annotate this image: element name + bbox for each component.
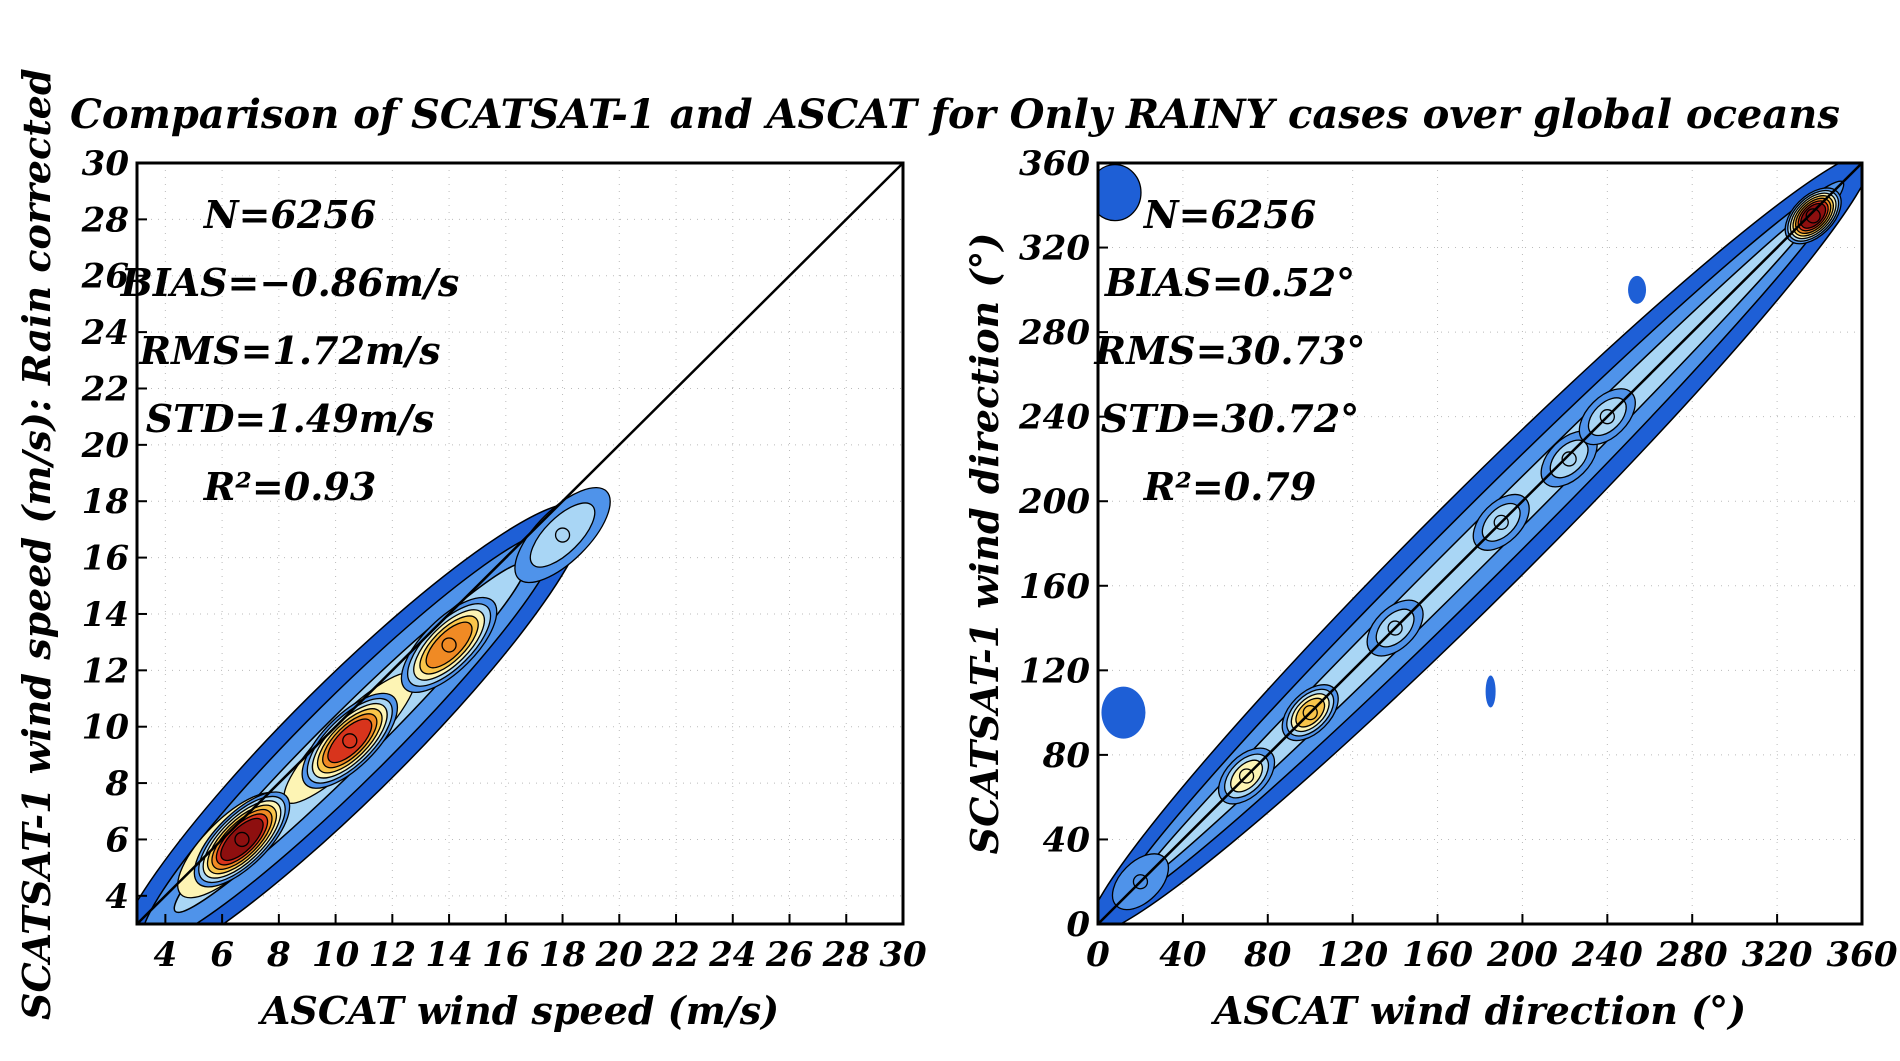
y-tick-label: 200: [1018, 482, 1090, 522]
density-peak-center: [1599, 409, 1615, 425]
density-peak-center: [1132, 874, 1149, 890]
stats-line: N=6256: [203, 192, 376, 237]
x-tick-label: 40: [1159, 935, 1207, 975]
panel-2: 0 40 80 120 160 200 240 280 320 360 0 40 80 120 160 200…: [962, 144, 1898, 1033]
x-tick-label: 200: [1486, 935, 1558, 975]
x-tick-label: 14: [425, 935, 472, 975]
y-tick-label: 30: [82, 144, 130, 184]
density-peak-center: [441, 637, 457, 653]
density-peak: [1800, 202, 1827, 229]
density-peak-center: [234, 831, 250, 848]
plot-frame: [1096, 161, 1864, 926]
y-tick-label: 0: [1066, 905, 1090, 945]
y-tick-label: 360: [1019, 144, 1090, 184]
x-tick-label: 26: [765, 935, 813, 975]
y-axis-label: SCATSAT-1 wind direction (°): [962, 233, 1007, 855]
x-tick-label: 240: [1571, 935, 1643, 975]
x-tick-label: 320: [1742, 935, 1813, 975]
stats-line: R²=0.79: [1143, 464, 1317, 509]
y-tick-label: 8: [104, 764, 129, 804]
y-tick-label: 26: [81, 257, 129, 297]
density-peak-center: [1493, 514, 1509, 531]
y-tick-label: 240: [1018, 398, 1090, 438]
x-tick-label: 4: [154, 935, 178, 975]
y-tick-label: 10: [82, 708, 130, 748]
stats-line: RMS=30.73°: [1094, 328, 1366, 373]
left-y-axis-label: SCATSAT-1 wind speed (m/s): Rain correct…: [14, 68, 59, 1020]
plot-frame: [135, 161, 905, 926]
y-tick-label: 12: [82, 651, 129, 691]
y-tick-label: 160: [1019, 567, 1090, 607]
y-tick-label: 6: [105, 820, 129, 860]
density-peak: [425, 621, 473, 669]
density-blob: [1628, 275, 1647, 304]
y-tick-label: 20: [81, 426, 130, 466]
density-peak: [220, 817, 264, 862]
density-peak-center: [342, 733, 358, 749]
y-tick-label: 14: [82, 595, 129, 635]
x-tick-label: 6: [210, 935, 234, 975]
density-peak: [529, 502, 596, 568]
stats-line: STD=1.49m/s: [146, 396, 435, 441]
x-tick-label: 18: [539, 935, 586, 975]
density-peak-center: [554, 527, 571, 543]
y-tick-label: 22: [81, 369, 129, 409]
x-tick-label: 160: [1402, 935, 1473, 975]
x-tick-label: 24: [708, 935, 756, 975]
x-tick-label: 280: [1656, 935, 1728, 975]
x-tick-label: 20: [595, 935, 644, 975]
y-tick-label: 4: [105, 877, 129, 917]
stats-line: STD=30.72°: [1101, 396, 1360, 441]
density-layer: [137, 486, 611, 924]
density-peak: [327, 718, 373, 764]
stats-line: N=6256: [1143, 192, 1316, 237]
x-axis-label: ASCAT wind speed (m/s): [258, 988, 779, 1033]
reference-line: [1097, 162, 1863, 925]
density-peak-center: [1238, 768, 1255, 784]
density-blob: [1098, 163, 1142, 222]
x-tick-label: 22: [651, 935, 699, 975]
stats-line: BIAS=−0.86m/s: [120, 260, 460, 305]
y-tick-label: 28: [81, 200, 129, 240]
stats-line: BIAS=0.52°: [1104, 260, 1355, 305]
y-tick-label: 120: [1019, 651, 1090, 691]
y-tick-label: 40: [1043, 820, 1091, 860]
x-tick-label: 8: [266, 935, 291, 975]
plots-layer: 4 6 8 10 12 14 16 18 20 22 24 26 28 30468101214161820…: [81, 144, 1898, 1033]
density-blob: [1485, 675, 1496, 708]
density-peak-center: [1805, 208, 1821, 224]
panel-1: 4 6 8 10 12 14 16 18 20 22 24 26 28 30468101214161820…: [81, 144, 927, 1033]
x-tick-label: 30: [879, 935, 927, 975]
x-axis-label: ASCAT wind direction (°): [1211, 988, 1746, 1033]
x-tick-label: 12: [369, 935, 416, 975]
x-tick-label: 10: [312, 935, 360, 975]
x-tick-label: 16: [482, 935, 529, 975]
figure-title: Comparison of SCATSAT-1 and ASCAT for On…: [70, 91, 1840, 138]
reference-line: [136, 162, 904, 925]
y-tick-label: 80: [1042, 736, 1091, 776]
density-peak-center: [1302, 704, 1318, 721]
y-tick-label: 24: [81, 313, 129, 353]
density-peak-center: [1387, 620, 1403, 636]
x-tick-label: 80: [1243, 935, 1292, 975]
stats-line: RMS=1.72m/s: [139, 328, 441, 373]
x-tick-label: 120: [1317, 935, 1388, 975]
y-tick-label: 18: [82, 482, 129, 522]
x-tick-label: 0: [1086, 935, 1110, 975]
density-peak-center: [1561, 451, 1577, 467]
y-tick-label: 320: [1019, 229, 1090, 269]
x-tick-label: 360: [1827, 935, 1898, 975]
density-blob: [1101, 686, 1146, 739]
stats-line: R²=0.93: [203, 464, 377, 509]
y-tick-label: 280: [1018, 313, 1090, 353]
x-tick-label: 28: [822, 935, 870, 975]
y-tick-label: 16: [82, 539, 129, 579]
